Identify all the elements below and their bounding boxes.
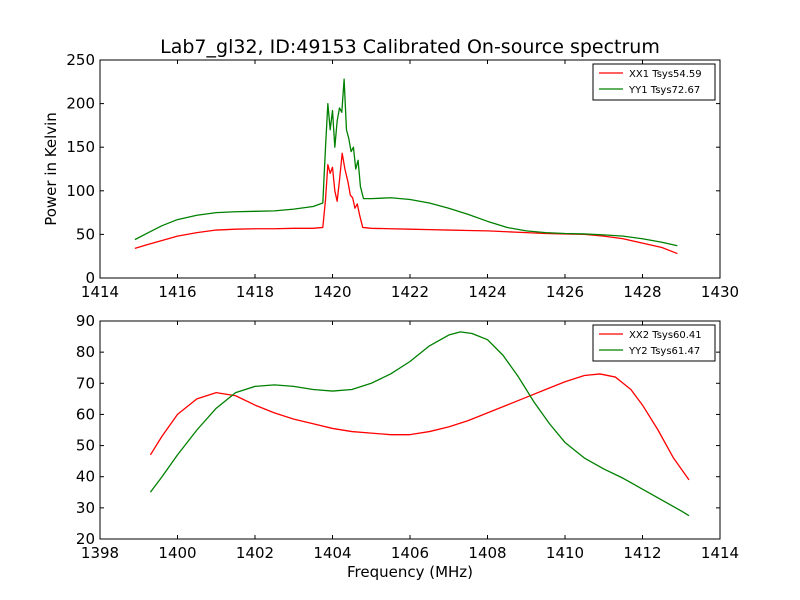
y-tick-label: 250 bbox=[66, 51, 95, 69]
chart-title: Lab7_gl32, ID:49153 Calibrated On-source… bbox=[160, 36, 660, 58]
x-tick-label: 1420 bbox=[313, 283, 351, 301]
y-tick-label: 20 bbox=[76, 530, 95, 548]
x-tick-label: 1406 bbox=[391, 544, 429, 562]
legend-label: XX2 Tsys60.41 bbox=[629, 330, 702, 341]
x-tick-label: 1422 bbox=[391, 283, 429, 301]
x-tick-label: 1398 bbox=[81, 544, 119, 562]
x-tick-label: 1416 bbox=[158, 283, 196, 301]
x-tick-label: 1428 bbox=[623, 283, 661, 301]
y-tick-label: 150 bbox=[66, 138, 95, 156]
x-tick-label: 1410 bbox=[546, 544, 584, 562]
x-tick-label: 1426 bbox=[546, 283, 584, 301]
legend-box bbox=[592, 324, 716, 362]
y-tick-label: 60 bbox=[76, 405, 95, 423]
y-tick-label: 0 bbox=[85, 269, 95, 287]
y-tick-label: 200 bbox=[66, 95, 95, 113]
legend-box bbox=[592, 63, 716, 101]
x-tick-label: 1430 bbox=[701, 283, 739, 301]
y-tick-label: 80 bbox=[76, 343, 95, 361]
x-tick-label: 1424 bbox=[468, 283, 506, 301]
x-tick-label: 1404 bbox=[313, 544, 351, 562]
series-line-xx bbox=[134, 152, 678, 255]
legend-label: XX1 Tsys54.59 bbox=[629, 69, 702, 80]
y-tick-label: 30 bbox=[76, 499, 95, 517]
x-axis-label: Frequency (MHz) bbox=[347, 563, 473, 581]
series-line-yy bbox=[149, 331, 690, 517]
y-tick-label: 50 bbox=[76, 437, 95, 455]
series-line-xx bbox=[149, 373, 690, 481]
x-tick-label: 1400 bbox=[158, 544, 196, 562]
y-tick-label: 70 bbox=[76, 374, 95, 392]
y-tick-label: 90 bbox=[76, 312, 95, 330]
legend-label: YY1 Tsys72.67 bbox=[628, 85, 700, 96]
x-tick-label: 1414 bbox=[701, 544, 739, 562]
y-tick-label: 40 bbox=[76, 468, 95, 486]
y-tick-label: 100 bbox=[66, 182, 95, 200]
x-tick-label: 1414 bbox=[81, 283, 119, 301]
y-tick-label: 50 bbox=[76, 225, 95, 243]
x-tick-label: 1412 bbox=[623, 544, 661, 562]
top-panel: 1414 1416 1418 1420 1422 1424 1426 1428 1430 0 50 1… bbox=[42, 51, 739, 301]
x-tick-label: 1418 bbox=[236, 283, 274, 301]
legend-label: YY2 Tsys61.47 bbox=[628, 346, 700, 357]
bottom-panel: 1398 1400 1402 1404 1406 1408 1410 1412 1414 20 30… bbox=[76, 312, 739, 581]
x-tick-label: 1402 bbox=[236, 544, 274, 562]
series-line-yy bbox=[134, 78, 678, 247]
x-tick-label: 1408 bbox=[468, 544, 506, 562]
y-axis-label: Power in Kelvin bbox=[42, 112, 60, 226]
